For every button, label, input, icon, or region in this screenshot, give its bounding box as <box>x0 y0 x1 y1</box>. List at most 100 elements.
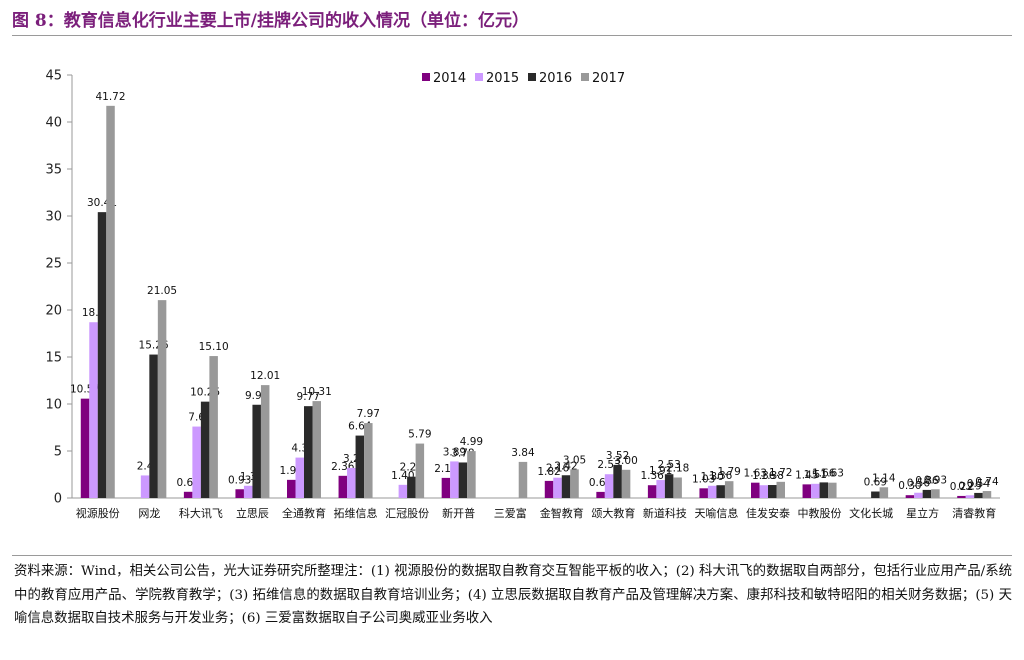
x-tick-labels: 视源股份 网龙 科大讯飞 立思辰 全通教育 拓维信息 汇冠股份 新开普 三爱富 金智教育 颂大教育新… <box>76 506 996 520</box>
legend-label-2016: 2016 <box>539 71 572 86</box>
bar-2016 <box>561 475 571 498</box>
bar-2017 <box>106 105 115 498</box>
data-label: 1.03 <box>692 473 715 485</box>
x-tick-label: 颂大教育 <box>591 506 635 520</box>
data-label: 5.79 <box>408 429 431 441</box>
data-label: 2.16 <box>546 463 570 475</box>
bar-2015 <box>450 461 459 498</box>
bar-2015 <box>553 477 562 498</box>
figure-title: 图 8：教育信息化行业主要上市/挂牌公司的收入情况（单位：亿元） <box>12 11 529 31</box>
y-tick-label: 45 <box>45 69 62 84</box>
bar-2016 <box>252 404 261 498</box>
bar-2015 <box>914 492 923 498</box>
data-label: 0.56 <box>907 478 931 490</box>
data-label: 3.84 <box>511 447 535 459</box>
x-tick-label: 科大讯飞 <box>179 506 223 520</box>
data-label: 3.05 <box>563 454 586 466</box>
y-tick-label: 35 <box>45 163 62 178</box>
data-label: 3.89 <box>443 446 466 458</box>
bar-2016 <box>97 212 107 498</box>
data-label: 41.72 <box>95 91 125 103</box>
x-tick-label: 金智教育 <box>540 506 584 520</box>
bar-2016 <box>458 462 468 498</box>
source-divider <box>12 555 1012 556</box>
bar-2017 <box>415 443 425 498</box>
data-label: 1.14 <box>872 472 896 484</box>
bar-2014 <box>647 485 657 498</box>
data-label: 0.93 <box>924 474 947 486</box>
bar-2014 <box>751 482 760 498</box>
data-label: 1.36 <box>709 470 733 482</box>
title-divider <box>12 35 1012 36</box>
bar-2016 <box>304 406 313 498</box>
bar-2017 <box>209 356 218 498</box>
data-label: 1.63 <box>821 468 844 480</box>
data-label: 4.3 <box>291 443 308 455</box>
legend-swatch-2016 <box>528 73 536 81</box>
y-tick-label: 0 <box>54 492 62 507</box>
data-label: 1.45 <box>795 469 818 481</box>
bar-2016 <box>355 435 365 498</box>
data-label: 1.66 <box>812 467 836 479</box>
data-label: 1.82 <box>537 466 560 478</box>
bar-2017 <box>931 489 940 498</box>
bar-2017 <box>312 401 321 498</box>
data-label: 1.36 <box>640 470 664 482</box>
bar-2017 <box>879 487 889 498</box>
data-label: 2.53 <box>657 459 680 471</box>
bar-2015 <box>707 485 717 498</box>
bar-2016 <box>407 476 416 498</box>
data-label: 1.91 <box>649 465 672 477</box>
bar-2017 <box>621 469 631 498</box>
bar-2014 <box>699 488 708 498</box>
bar-2016 <box>871 491 880 498</box>
bar-series: 10.5718.730.4141.722.415.2621.050.667.61… <box>70 91 999 498</box>
x-tick-label: 新道科技 <box>643 506 687 520</box>
data-label: 0.86 <box>915 475 939 487</box>
data-label: 4.99 <box>460 436 483 448</box>
bar-2014 <box>544 480 554 498</box>
data-label: 0.54 <box>967 478 991 490</box>
legend-label-2017: 2017 <box>592 71 625 86</box>
bar-2015 <box>811 483 820 498</box>
bar-2014 <box>905 495 915 498</box>
legend-swatch-2015 <box>475 73 483 81</box>
y-axis-ticks: 0 5 10 15 20 25 30 35 40 45 <box>45 69 72 507</box>
bar-2015 <box>759 485 768 498</box>
x-tick-label: 天喻信息 <box>694 506 738 520</box>
bar-2016 <box>768 485 777 498</box>
bar-2017 <box>260 385 270 498</box>
bar-2016 <box>716 485 725 498</box>
data-label: 10.31 <box>302 386 332 398</box>
bar-2014 <box>235 489 244 498</box>
legend-swatch-2017 <box>581 73 589 81</box>
data-label: 3.00 <box>614 455 637 467</box>
data-label: 12.01 <box>250 370 280 382</box>
bar-2017 <box>157 300 167 498</box>
data-label: 21.05 <box>147 285 177 297</box>
bar-2016 <box>974 492 983 498</box>
x-tick-label: 网龙 <box>138 507 160 520</box>
bar-2016 <box>149 354 158 498</box>
bar-2015 <box>604 474 614 498</box>
x-tick-label: 中教股份 <box>798 507 842 520</box>
revenue-bar-chart: 0 5 10 15 20 25 30 35 40 45 10.5718.730.4141.722.… <box>45 69 1000 520</box>
bar-2015 <box>192 426 201 498</box>
legend-label-2014: 2014 <box>433 71 466 86</box>
x-tick-label: 星立方 <box>906 506 939 520</box>
bar-2016 <box>200 401 210 498</box>
legend-swatch-2014 <box>422 73 430 81</box>
data-label: 1.36 <box>752 470 776 482</box>
x-tick-label: 立思辰 <box>236 506 269 520</box>
y-tick-label: 25 <box>45 257 62 272</box>
bar-2017 <box>364 423 373 498</box>
bar-2017 <box>467 451 476 498</box>
bar-2014 <box>802 484 812 498</box>
data-label: 9.77 <box>297 391 320 403</box>
y-tick-label: 15 <box>45 351 62 366</box>
data-label: 1.38 <box>761 470 784 482</box>
bar-2014 <box>80 398 90 498</box>
y-tick-label: 40 <box>45 116 62 131</box>
data-label: 15.10 <box>199 341 229 353</box>
legend-label-2015: 2015 <box>486 71 519 86</box>
